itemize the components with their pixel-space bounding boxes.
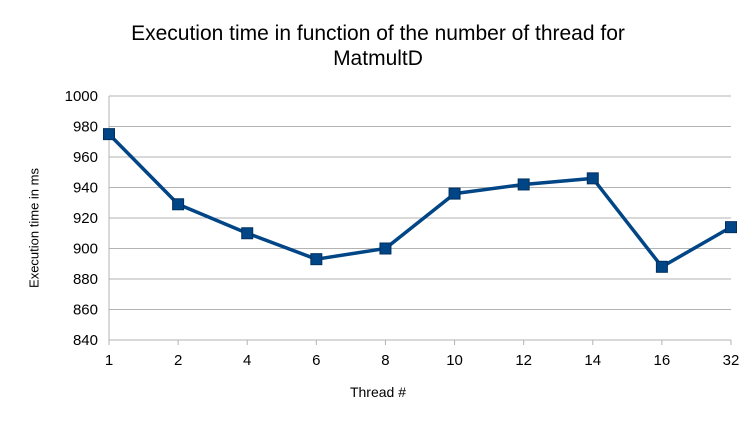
x-tick-label: 8 — [381, 352, 389, 369]
y-tick-label: 960 — [73, 149, 98, 166]
x-tick-label: 2 — [174, 352, 182, 369]
x-tick-label: 14 — [584, 352, 601, 369]
x-axis-title: Thread # — [349, 384, 407, 400]
data-point — [586, 172, 599, 185]
data-point — [172, 198, 185, 211]
series-line — [107, 132, 732, 269]
y-axis-title: Execution time in ms — [26, 168, 42, 288]
y-tick-label: 920 — [73, 210, 98, 227]
data-point — [379, 242, 392, 255]
y-tick-label: 860 — [73, 302, 98, 319]
y-tick-label: 1000 — [65, 88, 98, 105]
y-tick-label: 940 — [73, 180, 98, 197]
chart-title-line-2: MatmultD — [333, 47, 423, 70]
x-tick-label: 32 — [723, 352, 740, 369]
y-tick-label: 840 — [73, 332, 98, 349]
data-point — [103, 128, 115, 141]
x-tick-label: 1 — [105, 352, 113, 369]
data-point — [655, 260, 668, 273]
y-tick-label: 880 — [73, 271, 98, 288]
y-tick-label: 980 — [73, 119, 98, 136]
data-point — [725, 221, 737, 234]
x-tick-label: 16 — [654, 352, 671, 369]
data-point — [517, 178, 530, 191]
x-tick-label: 12 — [515, 352, 532, 369]
data-point — [448, 187, 461, 200]
data-point — [310, 253, 323, 266]
x-tick-label: 6 — [312, 352, 320, 369]
data-point — [241, 227, 254, 240]
chart-title-line-1: Execution time in function of the number… — [131, 22, 625, 45]
y-tick-label: 900 — [73, 241, 98, 258]
x-tick-label: 10 — [446, 352, 463, 369]
x-tick-label: 4 — [243, 352, 251, 369]
